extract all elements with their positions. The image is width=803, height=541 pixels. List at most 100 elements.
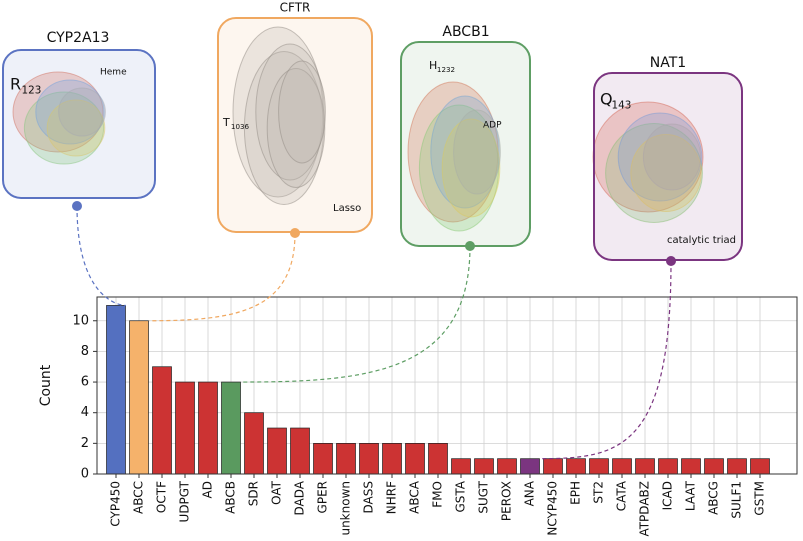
x-tick-label: EPH — [569, 481, 583, 505]
bar — [106, 305, 126, 475]
annotation: Lasso — [333, 203, 361, 214]
x-tick-label: PEROX — [500, 481, 514, 521]
x-tick-label: unknown — [339, 481, 353, 536]
connector — [76, 205, 127, 307]
protein-structure — [617, 112, 703, 202]
residue-number: 143 — [612, 100, 632, 112]
protein-art — [12, 26, 704, 232]
x-tick-label: ICAD — [661, 481, 675, 510]
x-tick-label: ABCA — [408, 480, 422, 514]
bar — [612, 458, 632, 475]
x-tick-label: OCTF — [155, 481, 169, 513]
protein-structure — [441, 118, 501, 218]
bar — [474, 458, 494, 475]
bar — [497, 458, 517, 475]
bar — [382, 443, 402, 475]
bar — [428, 443, 448, 475]
residue-letter: T — [222, 116, 230, 129]
bar — [267, 427, 287, 475]
bar — [359, 443, 379, 475]
panel-dot — [72, 201, 82, 211]
protein-structure — [266, 68, 326, 188]
protein-structure — [46, 99, 106, 157]
protein-structure — [630, 134, 702, 212]
y-tick-label: 4 — [81, 405, 89, 420]
protein-structure — [605, 123, 703, 223]
bar — [520, 458, 540, 475]
x-tick-label: DADA — [293, 480, 307, 515]
bar — [129, 320, 149, 475]
y-axis-label: Count — [38, 364, 54, 406]
plot-frame — [96, 296, 798, 475]
bar — [244, 412, 264, 475]
x-tick-label: ABCG — [707, 481, 721, 515]
bar — [681, 458, 701, 475]
x-tick-label: ANA — [523, 480, 537, 506]
bar — [451, 458, 471, 475]
x-tick-label: DASS — [362, 481, 376, 513]
panel-title: NAT1 — [650, 55, 686, 71]
x-tick-label: NCYP450 — [546, 481, 560, 536]
x-tick-label: UDPGT — [178, 480, 192, 522]
panel-title: CFTR — [280, 1, 311, 15]
protein-structure — [430, 95, 500, 209]
y-tick-label: 8 — [81, 344, 89, 359]
x-tick-label: ABCB — [224, 481, 238, 514]
y-tick-label: 2 — [81, 436, 89, 451]
panel-title: CYP2A13 — [47, 30, 110, 46]
x-tick-label: CATA — [615, 480, 629, 511]
protein-structure — [12, 71, 104, 153]
residue-letter: R — [10, 75, 21, 94]
x-tick-label: SDR — [247, 481, 261, 506]
residue-letter: Q — [600, 90, 613, 109]
residue-number: 123 — [22, 85, 42, 97]
protein-structure — [35, 79, 105, 145]
residue-number: 1036 — [231, 122, 250, 131]
x-tick-label: NHRF — [385, 481, 399, 514]
bar — [589, 458, 609, 475]
bar — [336, 443, 356, 475]
protein-structure — [642, 123, 702, 191]
bar — [175, 381, 195, 475]
x-tick-label: GSTM — [753, 481, 767, 516]
annotation: ADP — [483, 121, 502, 131]
residue-number: 1232 — [437, 65, 455, 74]
bar — [405, 443, 425, 475]
bar — [313, 443, 333, 475]
bar — [750, 458, 770, 475]
x-tick-label: AD — [201, 481, 215, 498]
annotation: Heme — [100, 68, 127, 78]
bar — [658, 458, 678, 475]
x-tick-label: FMO — [431, 481, 445, 508]
x-tick-label: ABCC — [132, 481, 146, 514]
panel-box — [2, 49, 156, 199]
residue-letter: H — [429, 59, 437, 72]
bar — [704, 458, 724, 475]
x-tick-label: ATPDABZ — [638, 481, 652, 537]
bar — [727, 458, 747, 475]
connector — [240, 245, 471, 383]
panel-dot — [465, 241, 475, 251]
panel-title: ABCB1 — [442, 24, 489, 40]
connector — [539, 260, 672, 460]
bar — [198, 381, 218, 475]
panel-box — [400, 41, 531, 247]
bar — [543, 458, 563, 475]
bar — [566, 458, 586, 475]
x-tick-label: GPER — [316, 481, 330, 513]
x-tick-label: ST2 — [592, 481, 606, 504]
x-tick-label: OAT — [270, 480, 284, 505]
protein-structure — [453, 109, 501, 195]
y-tick-label: 6 — [81, 375, 89, 390]
protein-structure — [278, 60, 326, 164]
bar — [152, 366, 172, 475]
bar — [221, 381, 241, 475]
y-tick-label: 10 — [72, 313, 89, 328]
x-tick-label: GSTA — [454, 480, 468, 512]
annotation: catalytic triad — [667, 235, 736, 246]
panel-dot — [290, 228, 300, 238]
bar — [635, 458, 655, 475]
bar — [290, 427, 310, 475]
panel-dot — [666, 256, 676, 266]
